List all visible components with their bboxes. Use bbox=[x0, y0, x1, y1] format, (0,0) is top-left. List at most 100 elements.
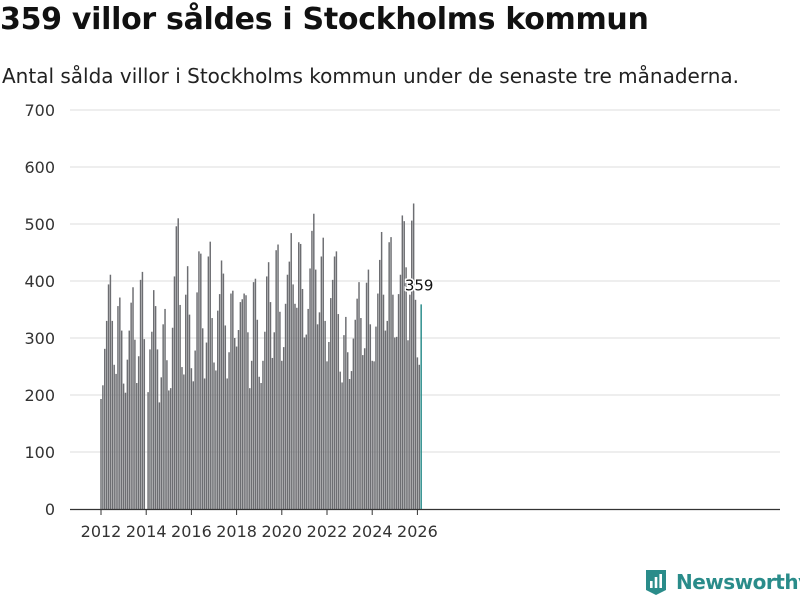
bar bbox=[201, 328, 204, 509]
bar bbox=[403, 221, 405, 509]
bar bbox=[395, 336, 398, 509]
bar bbox=[405, 267, 407, 509]
bar bbox=[335, 251, 338, 510]
bar bbox=[143, 339, 146, 509]
bar bbox=[205, 342, 208, 509]
bar bbox=[350, 371, 353, 509]
bar bbox=[339, 371, 341, 509]
bar bbox=[401, 215, 404, 509]
bar bbox=[220, 260, 223, 509]
bar bbox=[124, 392, 127, 509]
bar bbox=[183, 374, 185, 509]
bar bbox=[271, 357, 274, 509]
bar bbox=[416, 357, 419, 509]
bar bbox=[222, 273, 225, 509]
bar bbox=[330, 298, 332, 509]
bar bbox=[279, 311, 281, 509]
bar bbox=[411, 220, 413, 509]
bar bbox=[362, 355, 364, 509]
bar bbox=[241, 299, 243, 509]
page-subtitle: Antal sålda villor i Stockholms kommun u… bbox=[2, 64, 739, 88]
bar bbox=[107, 284, 110, 509]
bar bbox=[345, 316, 347, 509]
bar bbox=[286, 274, 289, 509]
bar bbox=[168, 390, 170, 509]
bar bbox=[226, 378, 228, 509]
bar bbox=[294, 303, 296, 509]
bar bbox=[273, 332, 275, 509]
x-tick-label: 2022 bbox=[307, 522, 348, 541]
bar bbox=[181, 367, 183, 509]
bar bbox=[243, 293, 245, 509]
bar bbox=[309, 268, 311, 509]
y-tick-label: 400 bbox=[24, 272, 55, 291]
x-tick-label: 2020 bbox=[261, 522, 302, 541]
bar bbox=[249, 388, 251, 509]
bar bbox=[130, 302, 132, 509]
bar bbox=[128, 330, 130, 509]
bar bbox=[367, 269, 370, 509]
bar bbox=[267, 262, 270, 509]
bar bbox=[250, 360, 253, 509]
bar bbox=[348, 379, 351, 509]
bar bbox=[119, 297, 121, 509]
bar bbox=[198, 251, 200, 510]
bar bbox=[269, 302, 272, 509]
page-title: 359 villor såldes i Stockholms kommun bbox=[0, 2, 649, 37]
bar bbox=[254, 278, 257, 509]
x-tick-label: 2024 bbox=[352, 522, 393, 541]
bar bbox=[360, 318, 362, 509]
bar bbox=[352, 338, 355, 509]
bar bbox=[407, 340, 409, 509]
bar bbox=[215, 370, 217, 509]
bar bbox=[213, 362, 215, 509]
bar bbox=[328, 341, 330, 509]
bar bbox=[139, 279, 142, 509]
bar bbox=[375, 326, 377, 509]
bar bbox=[380, 231, 383, 510]
bar bbox=[382, 294, 385, 509]
bar bbox=[284, 303, 287, 509]
bar bbox=[137, 356, 140, 509]
bar bbox=[132, 287, 134, 509]
bar bbox=[303, 337, 306, 509]
bar bbox=[298, 242, 300, 510]
bar bbox=[136, 383, 138, 509]
bar bbox=[109, 274, 112, 509]
bar bbox=[194, 350, 196, 509]
bar bbox=[369, 324, 372, 509]
bar bbox=[232, 290, 234, 509]
bar bbox=[179, 304, 181, 509]
bar bbox=[120, 330, 123, 509]
bar bbox=[266, 276, 268, 509]
bar bbox=[237, 330, 240, 509]
bar bbox=[207, 256, 210, 509]
bar bbox=[337, 314, 340, 509]
bar bbox=[388, 242, 390, 510]
bar bbox=[418, 364, 421, 509]
bar bbox=[365, 282, 368, 509]
bar bbox=[115, 373, 117, 509]
bar bbox=[318, 312, 321, 509]
bar bbox=[256, 319, 259, 509]
bar bbox=[224, 325, 227, 509]
bar bbox=[356, 298, 358, 509]
bar bbox=[147, 392, 149, 509]
y-tick-label: 200 bbox=[24, 386, 55, 405]
bar bbox=[326, 361, 328, 509]
bar bbox=[260, 383, 262, 509]
bar bbox=[264, 331, 266, 509]
bar bbox=[346, 352, 349, 509]
bar bbox=[209, 241, 211, 510]
bar bbox=[185, 294, 187, 509]
newsworthy-logo[interactable]: Newsworthy bbox=[644, 568, 800, 596]
bar bbox=[160, 377, 162, 509]
bar bbox=[117, 306, 119, 509]
bar bbox=[288, 261, 291, 509]
bar bbox=[314, 269, 317, 509]
x-tick-label: 2012 bbox=[81, 522, 122, 541]
bar bbox=[141, 271, 144, 509]
bar bbox=[245, 295, 247, 509]
y-tick-label: 100 bbox=[24, 443, 55, 462]
